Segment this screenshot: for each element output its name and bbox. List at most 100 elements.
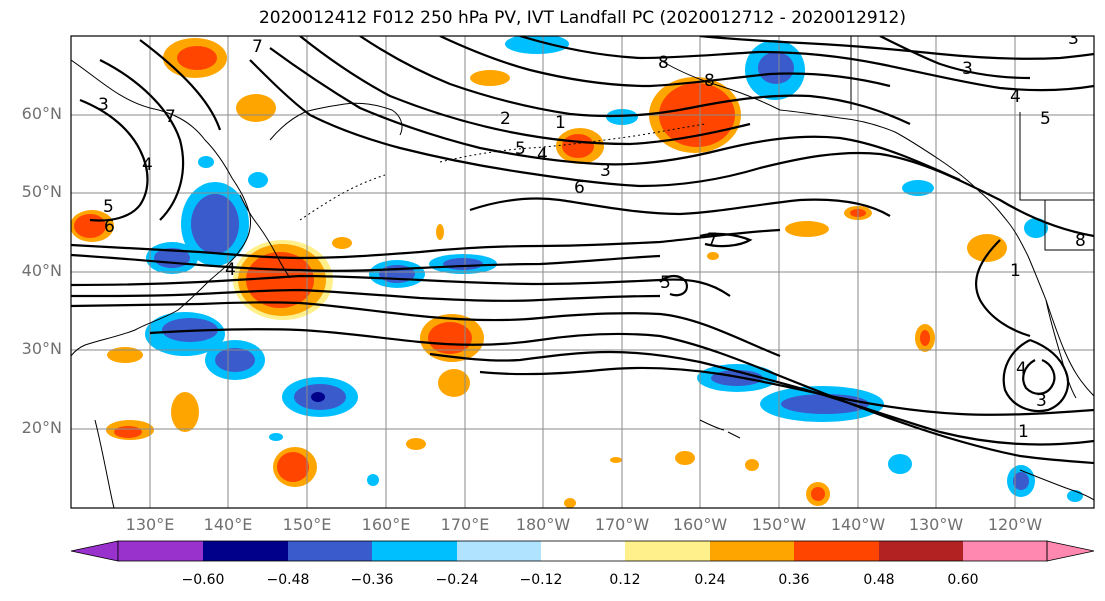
lat-label: 30°N xyxy=(21,339,62,358)
anomaly-blob xyxy=(436,224,444,240)
anomaly-blob xyxy=(902,180,934,196)
contour-line xyxy=(79,98,149,222)
contour-label: 1 xyxy=(1018,422,1029,442)
map-border xyxy=(70,35,1095,509)
anomaly-blob xyxy=(269,433,283,441)
colorbar-segment xyxy=(794,541,879,561)
colorbar-tick: −0.12 xyxy=(519,572,563,588)
anomaly-blob xyxy=(1024,218,1048,238)
colorbar-segment xyxy=(879,541,963,561)
map-title: 2020012412 F012 250 hPa PV, IVT Landfall… xyxy=(258,8,906,28)
lon-label: 160°W xyxy=(672,515,728,534)
anomaly-blob xyxy=(470,70,510,86)
contour-line xyxy=(269,47,961,182)
colorbar-extend-high xyxy=(1046,540,1095,562)
anomaly-blob xyxy=(177,46,217,70)
colorbar-segment xyxy=(203,541,288,561)
contour-line xyxy=(71,301,781,358)
anomaly-blob xyxy=(311,392,325,402)
lon-label: 160°E xyxy=(361,515,411,534)
contour-line xyxy=(71,253,661,272)
contour-line xyxy=(139,39,222,131)
contour-label: 3 xyxy=(962,59,973,79)
colorbar-extend-low xyxy=(70,540,119,562)
kuril-chain xyxy=(299,174,386,221)
contour-label: 4 xyxy=(537,145,548,165)
lon-label: 170°W xyxy=(594,515,650,534)
hawaii-islands xyxy=(699,419,741,439)
coastlines xyxy=(71,36,1094,508)
anomaly-blob xyxy=(248,172,268,188)
positive-anomaly-fills xyxy=(71,38,1007,508)
contour-line xyxy=(659,274,688,297)
contour-line xyxy=(99,59,185,221)
political-border xyxy=(1019,112,1094,201)
contour-label: 5 xyxy=(103,197,114,217)
contour-line xyxy=(71,288,661,302)
lon-label: 120°W xyxy=(987,515,1043,534)
anomaly-blob xyxy=(675,451,695,465)
colorbar-segment xyxy=(625,541,710,561)
contour-label: 2 xyxy=(500,109,511,129)
anomaly-blob xyxy=(367,474,379,486)
contour-label: 7 xyxy=(165,107,176,127)
anomaly-blob xyxy=(171,392,199,432)
lon-label: 140°E xyxy=(203,515,253,534)
contour-line xyxy=(359,36,911,125)
lon-label: 150°W xyxy=(751,515,807,534)
colorbar-tick: 0.12 xyxy=(609,572,641,588)
contour-label: 3 xyxy=(1068,29,1079,49)
contour-label: 3 xyxy=(98,95,109,115)
contour-label: 7 xyxy=(252,37,263,57)
contour-line xyxy=(429,350,1094,446)
baja-coast xyxy=(1045,299,1077,399)
contour-label: 4 xyxy=(142,155,153,175)
contour-line xyxy=(699,36,1094,60)
anomaly-blob xyxy=(428,322,472,354)
anomaly-blob xyxy=(438,369,470,397)
colorbar-segment xyxy=(710,541,794,561)
colorbar-tick: 0.60 xyxy=(947,572,979,588)
contour-line xyxy=(249,59,1094,238)
lat-label: 50°N xyxy=(21,182,62,201)
contour-line xyxy=(71,274,731,297)
contour-label: 1 xyxy=(1010,261,1021,281)
colorbar-segment xyxy=(541,541,625,561)
anomaly-blob xyxy=(781,394,869,414)
contour-label: 6 xyxy=(104,217,115,237)
anomaly-blob xyxy=(1067,490,1083,502)
lon-label: 130°E xyxy=(125,515,175,534)
colorbar-segment xyxy=(118,541,203,561)
lat-label: 60°N xyxy=(21,104,62,123)
anomaly-blob xyxy=(215,348,255,372)
political-border xyxy=(1044,200,1094,251)
anomaly-blob xyxy=(246,252,314,308)
lon-label: 150°E xyxy=(282,515,332,534)
colorbar-segment xyxy=(457,541,541,561)
philippines-coast xyxy=(94,419,115,508)
contour-labels: 7 3 7 4 5 6 1 2 5 4 3 6 8 8 7 5 1 3 4 5 … xyxy=(98,29,1086,442)
colorbar-tick: 0.24 xyxy=(694,572,726,588)
anomaly-blob xyxy=(114,426,142,438)
contour-label: 6 xyxy=(574,178,585,198)
anomaly-blob xyxy=(191,194,239,254)
lon-label: 130°W xyxy=(908,515,964,534)
aleutian-chain xyxy=(439,123,706,163)
contour-label: 3 xyxy=(1036,391,1047,411)
anomaly-blob xyxy=(745,459,759,471)
contour-label: 5 xyxy=(515,139,526,159)
contour-label: 5 xyxy=(660,273,671,293)
contour-line xyxy=(469,197,891,217)
lon-label: 140°W xyxy=(830,515,886,534)
contour-label: 3 xyxy=(600,161,611,181)
anomaly-blob xyxy=(811,487,825,501)
contour-line xyxy=(149,328,1094,465)
contour-line xyxy=(699,232,753,248)
anomaly-blob xyxy=(74,214,106,238)
contour-line xyxy=(519,36,1094,92)
anomaly-blob xyxy=(888,454,912,474)
anomaly-blob xyxy=(562,134,594,158)
anomaly-blob xyxy=(443,258,483,270)
asia-coast xyxy=(71,59,251,357)
anomaly-blob xyxy=(107,347,143,363)
